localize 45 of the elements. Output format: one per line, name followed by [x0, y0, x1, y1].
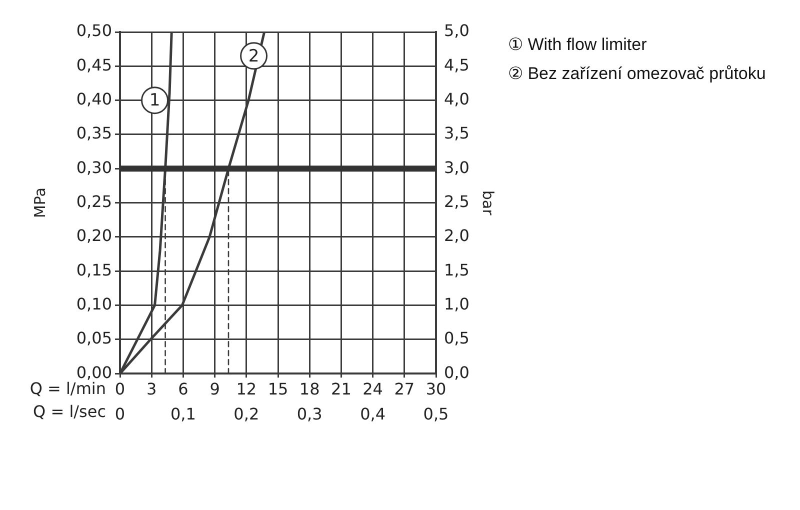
y2-axis-title: bar [479, 190, 498, 216]
y2-tick-label: 4,5 [444, 55, 470, 74]
x-tick-label: 12 [236, 379, 257, 398]
y-tick-label: 0,30 [76, 158, 112, 177]
text: ① With flow limiter [508, 34, 648, 55]
x2-tick-label: 0,1 [170, 404, 196, 424]
y-tick-label: 0,15 [76, 260, 112, 280]
x2-tick-label: 0,5 [423, 404, 449, 424]
x-tick-label: 30 [426, 379, 446, 398]
y2-tick-label: 1,0 [444, 294, 470, 314]
y2-tick-label: 2,5 [444, 192, 470, 211]
y2-tick-label: 5,0 [444, 21, 470, 40]
y-tick-label: 0,50 [76, 21, 112, 40]
y-tick-label: 0,35 [76, 124, 112, 143]
x-tick-label: 24 [362, 379, 383, 398]
annotation: 2 [248, 46, 260, 66]
text: ② Bez zařízení omezovač průtoku [508, 63, 767, 84]
y-tick-label: 0,10 [76, 294, 112, 314]
y-tick-label: 0,25 [76, 192, 112, 211]
y2-tick-label: 2,0 [444, 226, 470, 246]
x-tick-label: 0 [114, 379, 126, 398]
y2-tick-label: 0,0 [444, 362, 470, 382]
y2-tick-label: 1,5 [444, 260, 470, 280]
y-tick-label: 0,20 [76, 226, 112, 246]
y2-tick-label: 0,5 [444, 328, 470, 348]
y-tick-label: 0,40 [76, 89, 112, 108]
x-tick-label: 3 [146, 379, 157, 398]
y2-tick-label: 4,0 [444, 89, 470, 108]
y-axis-title: MPa [30, 188, 49, 218]
x-tick-label: 9 [210, 379, 220, 398]
x2-tick-label: 0,3 [296, 404, 322, 424]
y2-tick-label: 3,5 [444, 124, 470, 143]
annotation: 1 [149, 90, 160, 111]
x-tick-label: 27 [394, 379, 415, 398]
x2-axis-title: Q = l/sec [33, 402, 106, 421]
x2-tick-label: 0 [114, 404, 126, 424]
x-tick-label: 15 [268, 379, 288, 398]
y2-tick-label: 3,0 [444, 158, 470, 177]
y-tick-label: 0,45 [76, 55, 112, 74]
x-tick-label: 6 [178, 379, 188, 398]
y-tick-label: 0,05 [76, 328, 112, 348]
x2-tick-label: 0,2 [234, 404, 260, 424]
x-tick-label: 21 [331, 379, 352, 398]
x-tick-label: 18 [299, 379, 320, 398]
x2-tick-label: 0,4 [360, 404, 386, 424]
